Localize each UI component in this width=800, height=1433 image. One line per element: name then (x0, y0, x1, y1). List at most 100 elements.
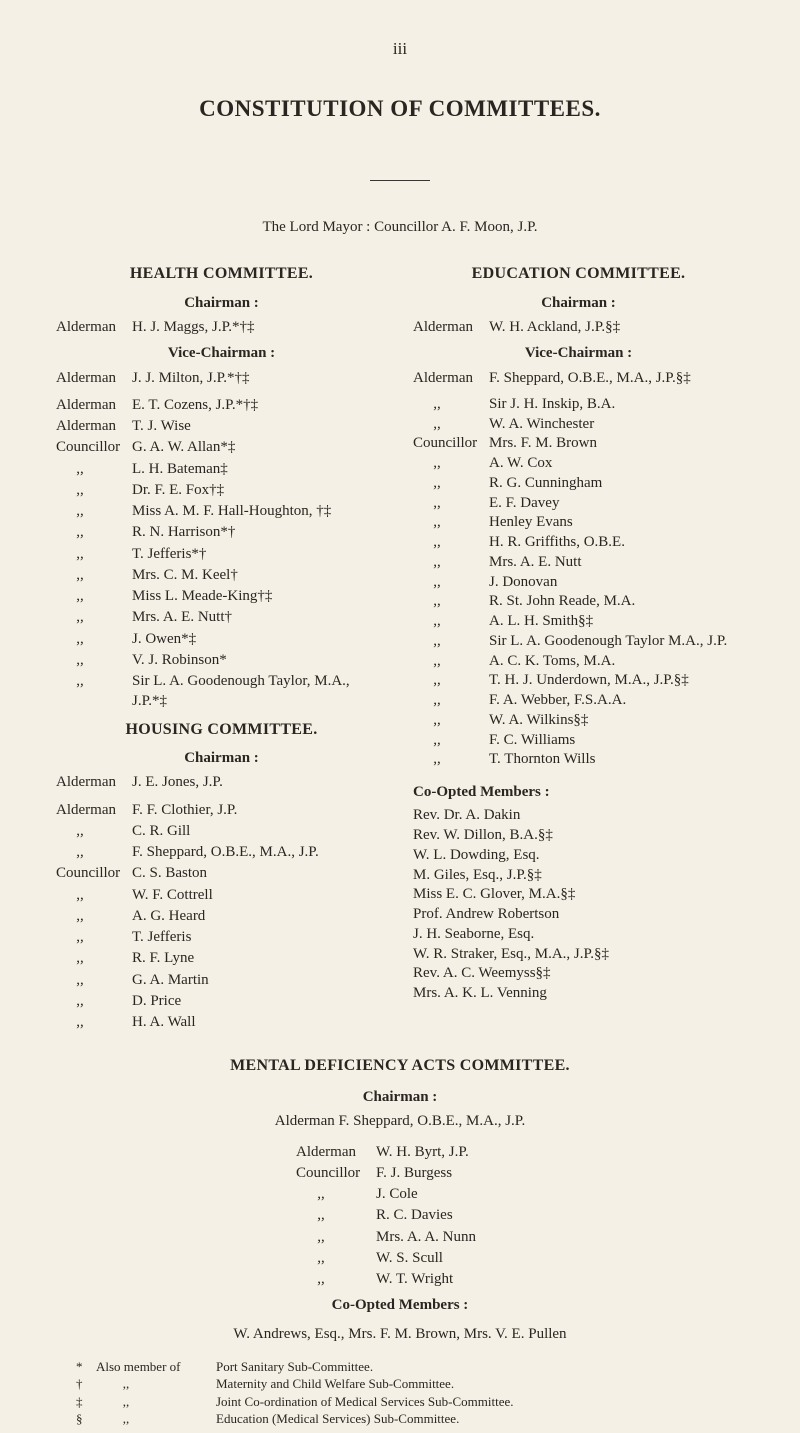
list-item: ,,J. Donovan (413, 573, 744, 592)
name: C. R. Gill (132, 821, 387, 841)
right-column: EDUCATION COMMITTEE. Chairman : Alderman… (413, 263, 744, 1033)
name: V. J. Robinson* (132, 650, 387, 670)
prefix: ,, (56, 1012, 132, 1032)
list-item: ,,Mrs. C. M. Keel† (56, 565, 387, 585)
list-item: ,,J. Owen*‡ (56, 629, 387, 649)
list-item: M. Giles, Esq., J.P.§‡ (413, 866, 744, 885)
name: Miss A. M. F. Hall-Houghton, †‡ (132, 501, 387, 521)
footnote-mark: ‡ (76, 1393, 96, 1411)
name: Mrs. A. A. Nunn (376, 1227, 744, 1247)
footnote-mark: * (76, 1358, 96, 1376)
mental-chair-label: Chairman : (56, 1087, 744, 1107)
list-item: ,,R. St. John Reade, M.A. (413, 592, 744, 611)
list-item: CouncillorG. A. W. Allan*‡ (56, 437, 387, 457)
prefix: ,, (413, 612, 489, 631)
name: F. Sheppard, O.B.E., M.A., J.P.§‡ (489, 368, 744, 388)
list-item: ,,J. Cole (56, 1184, 744, 1204)
prefix: ,, (56, 586, 132, 606)
prefix: ,, (56, 948, 132, 968)
name: Mrs. A. E. Nutt† (132, 607, 387, 627)
prefix: ,, (56, 821, 132, 841)
footnote: §,,Education (Medical Services) Sub-Comm… (76, 1410, 744, 1428)
list-item: ,,Sir J. H. Inskip, B.A. (413, 395, 744, 414)
prefix: ,, (413, 711, 489, 730)
list-item: ,,W. T. Wright (56, 1269, 744, 1289)
prefix: ,, (56, 842, 132, 862)
prefix: ,, (56, 544, 132, 564)
name: F. J. Burgess (376, 1163, 744, 1183)
footnote-text: Joint Co-ordination of Medical Services … (216, 1393, 514, 1411)
prefix: ,, (413, 750, 489, 769)
education-title: EDUCATION COMMITTEE. (413, 263, 744, 285)
prefix: Alderman (56, 416, 132, 436)
main-title: CONSTITUTION OF COMMITTEES. (56, 93, 744, 124)
name: W. S. Scull (376, 1248, 744, 1268)
list-item: AldermanT. J. Wise (56, 416, 387, 436)
list-item: ,,Miss A. M. F. Hall-Houghton, †‡ (56, 501, 387, 521)
left-column: HEALTH COMMITTEE. Chairman : Alderman H.… (56, 263, 387, 1033)
name: A. L. H. Smith§‡ (489, 612, 744, 631)
list-item: ,,R. N. Harrison*† (56, 522, 387, 542)
footnote-prefix: ,, (96, 1410, 216, 1428)
prefix: ,, (56, 565, 132, 585)
name: H. J. Maggs, J.P.*†‡ (132, 317, 387, 337)
housing-title: HOUSING COMMITTEE. (56, 719, 387, 741)
footnote-prefix: ,, (96, 1393, 216, 1411)
footnote: ‡,,Joint Co-ordination of Medical Servic… (76, 1393, 744, 1411)
list-item: ,,F. C. Williams (413, 731, 744, 750)
education-vice-label: Vice-Chairman : (413, 343, 744, 363)
list-item: ,,W. S. Scull (56, 1248, 744, 1268)
list-item: ,,W. A. Wilkins§‡ (413, 711, 744, 730)
prefix: ,, (413, 415, 489, 434)
name: H. A. Wall (132, 1012, 387, 1032)
prefix: Alderman (56, 395, 132, 415)
name: A. W. Cox (489, 454, 744, 473)
footnote: †,,Maternity and Child Welfare Sub-Commi… (76, 1375, 744, 1393)
prefix: ,, (56, 607, 132, 627)
list-item: ,,L. H. Bateman‡ (56, 459, 387, 479)
prefix: ,, (56, 501, 132, 521)
prefix: Councillor (56, 437, 132, 457)
prefix: ,, (296, 1269, 376, 1289)
prefix: ,, (296, 1205, 376, 1225)
name: A. C. K. Toms, M.A. (489, 652, 744, 671)
list-item: AldermanE. T. Cozens, J.P.*†‡ (56, 395, 387, 415)
footnote-prefix: ,, (96, 1375, 216, 1393)
name: C. S. Baston (132, 863, 387, 883)
footnote-mark: † (76, 1375, 96, 1393)
list-item: CouncillorC. S. Baston (56, 863, 387, 883)
name: J. E. Jones, J.P. (132, 772, 387, 792)
name: R. G. Cunningham (489, 474, 744, 493)
health-chairman-label: Chairman : (56, 293, 387, 313)
housing-chairman: Alderman J. E. Jones, J.P. (56, 772, 387, 792)
list-item: ,,R. G. Cunningham (413, 474, 744, 493)
list-item: ,,R. C. Davies (56, 1205, 744, 1225)
education-members: ,,Sir J. H. Inskip, B.A.,,W. A. Winchest… (413, 395, 744, 769)
name: Mrs. C. M. Keel† (132, 565, 387, 585)
prefix: ,, (56, 906, 132, 926)
list-item: Prof. Andrew Robertson (413, 905, 744, 924)
list-item: ,,A. W. Cox (413, 454, 744, 473)
list-item: ,,Sir L. A. Goodenough Taylor M.A., J.P. (413, 632, 744, 651)
prefix: ,, (413, 731, 489, 750)
prefix: ,, (296, 1227, 376, 1247)
name: J. Cole (376, 1184, 744, 1204)
prefix: ,, (56, 522, 132, 542)
name: T. Jefferis (132, 927, 387, 947)
list-item: ,,Mrs. A. A. Nunn (56, 1227, 744, 1247)
list-item: Mrs. A. K. L. Venning (413, 984, 744, 1003)
prefix: ,, (413, 553, 489, 572)
mental-members: AldermanW. H. Byrt, J.P.CouncillorF. J. … (56, 1142, 744, 1290)
prefix: ,, (413, 671, 489, 690)
prefix: ,, (56, 671, 132, 712)
name: J. Owen*‡ (132, 629, 387, 649)
name: A. G. Heard (132, 906, 387, 926)
mental-coopt-line: W. Andrews, Esq., Mrs. F. M. Brown, Mrs.… (56, 1324, 744, 1344)
prefix: Alderman (56, 317, 132, 337)
education-chairman-label: Chairman : (413, 293, 744, 313)
name: Mrs. A. E. Nutt (489, 553, 744, 572)
footnote: *Also member ofPort Sanitary Sub-Committ… (76, 1358, 744, 1376)
list-item: W. L. Dowding, Esq. (413, 846, 744, 865)
list-item: ,,W. F. Cottrell (56, 885, 387, 905)
name: Sir J. H. Inskip, B.A. (489, 395, 744, 414)
